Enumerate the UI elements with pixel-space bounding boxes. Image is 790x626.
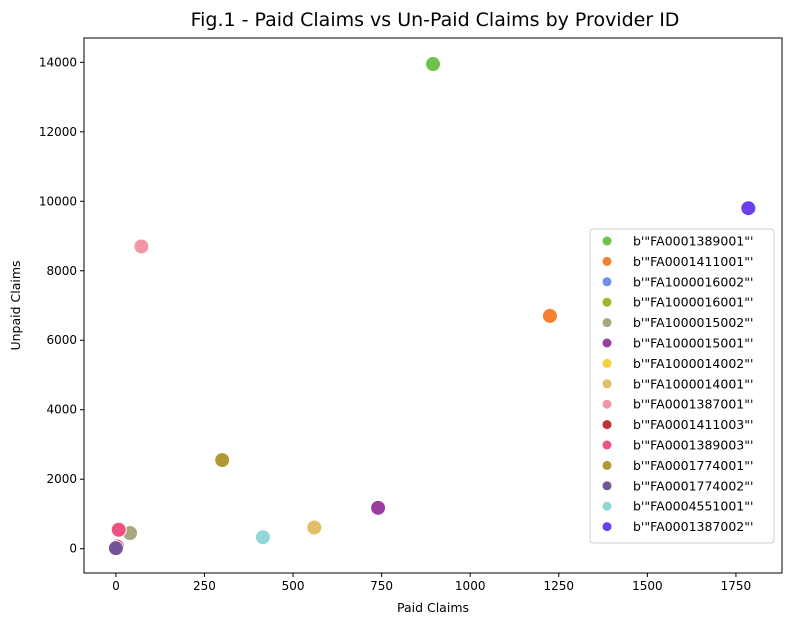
legend-entry-5: b'"FA1000015001"' (633, 336, 753, 351)
point-series-11-0 (214, 452, 231, 469)
legend-entry-4: b'"FA1000015002"' (633, 315, 753, 330)
x-tick-label-0: 0 (112, 579, 120, 593)
legend-entry-13: b'"FA0004551001"' (633, 499, 753, 514)
legend-entry-1: b'"FA0001411001"' (633, 254, 753, 269)
legend-entry-6: b'"FA1000014002"' (633, 356, 753, 371)
legend-marker-5 (602, 338, 612, 348)
legend-marker-8 (602, 399, 612, 409)
legend-entry-10: b'"FA0001389003"' (633, 438, 753, 453)
legend-marker-2 (602, 277, 612, 287)
legend-marker-6 (602, 358, 612, 368)
legend-marker-13 (602, 501, 612, 511)
legend-entry-8: b'"FA0001387001"' (633, 397, 753, 412)
point-series-7-0 (306, 519, 323, 536)
legend-marker-11 (602, 460, 612, 470)
x-tick-label-4: 1000 (455, 579, 486, 593)
legend: b'"FA0001389001"' b'"FA0001411001"' b'"FA1… (589, 228, 775, 544)
point-series-13-0 (254, 529, 271, 546)
x-tick-label-6: 1500 (632, 579, 663, 593)
legend-entry-14: b'"FA0001387002"' (633, 519, 753, 534)
y-tick-label-6: 12000 (39, 125, 77, 139)
legend-entry-11: b'"FA0001774001"' (633, 458, 753, 473)
x-tick-label-1: 250 (193, 579, 216, 593)
legend-marker-10 (602, 440, 612, 450)
legend-entry-7: b'"FA1000014001"' (633, 376, 753, 391)
y-tick-label-4: 8000 (46, 264, 77, 278)
ticks-layer: 0 250 500 750 1000 1250 1500 1750 0 2000 4000 6000 8… (39, 55, 751, 593)
legend-marker-7 (602, 379, 612, 389)
y-tick-label-7: 14000 (39, 55, 77, 69)
point-series-8-0 (133, 238, 150, 255)
point-series-14-0 (740, 200, 757, 217)
x-tick-label-7: 1750 (721, 579, 752, 593)
legend-entry-0: b'"FA0001389001"' (633, 234, 753, 249)
legend-marker-12 (602, 481, 612, 491)
plot-frame (83, 37, 783, 574)
x-tick-label-5: 1250 (544, 579, 575, 593)
point-series-12-0 (107, 540, 124, 557)
x-tick-label-3: 750 (370, 579, 393, 593)
legend-marker-3 (602, 297, 612, 307)
point-series-1-0 (541, 307, 558, 324)
x-axis-label: Paid Claims (397, 600, 469, 615)
legend-box (589, 228, 775, 544)
y-axis-label: Unpaid Claims (8, 260, 23, 350)
legend-marker-9 (602, 420, 612, 430)
y-tick-label-5: 10000 (39, 194, 77, 208)
y-tick-label-3: 6000 (46, 333, 77, 347)
legend-entry-9: b'"FA0001411003"' (633, 417, 753, 432)
y-tick-label-1: 2000 (46, 472, 77, 486)
legend-marker-4 (602, 318, 612, 328)
x-tick-label-2: 500 (282, 579, 305, 593)
point-series-5-0 (370, 499, 387, 516)
chart-title: Fig.1 - Paid Claims vs Un-Paid Claims by… (191, 9, 680, 31)
y-tick-label-0: 0 (69, 542, 77, 556)
legend-marker-14 (602, 522, 612, 532)
point-series-10-0 (110, 521, 127, 538)
legend-marker-0 (602, 236, 612, 246)
point-series-0-0 (425, 56, 441, 73)
legend-marker-1 (602, 256, 612, 266)
legend-entry-3: b'"FA1000016001"' (633, 295, 753, 310)
points-layer (107, 56, 757, 557)
legend-entry-12: b'"FA0001774002"' (633, 478, 753, 493)
legend-entry-2: b'"FA1000016002"' (633, 274, 753, 289)
y-tick-label-2: 4000 (46, 403, 77, 417)
